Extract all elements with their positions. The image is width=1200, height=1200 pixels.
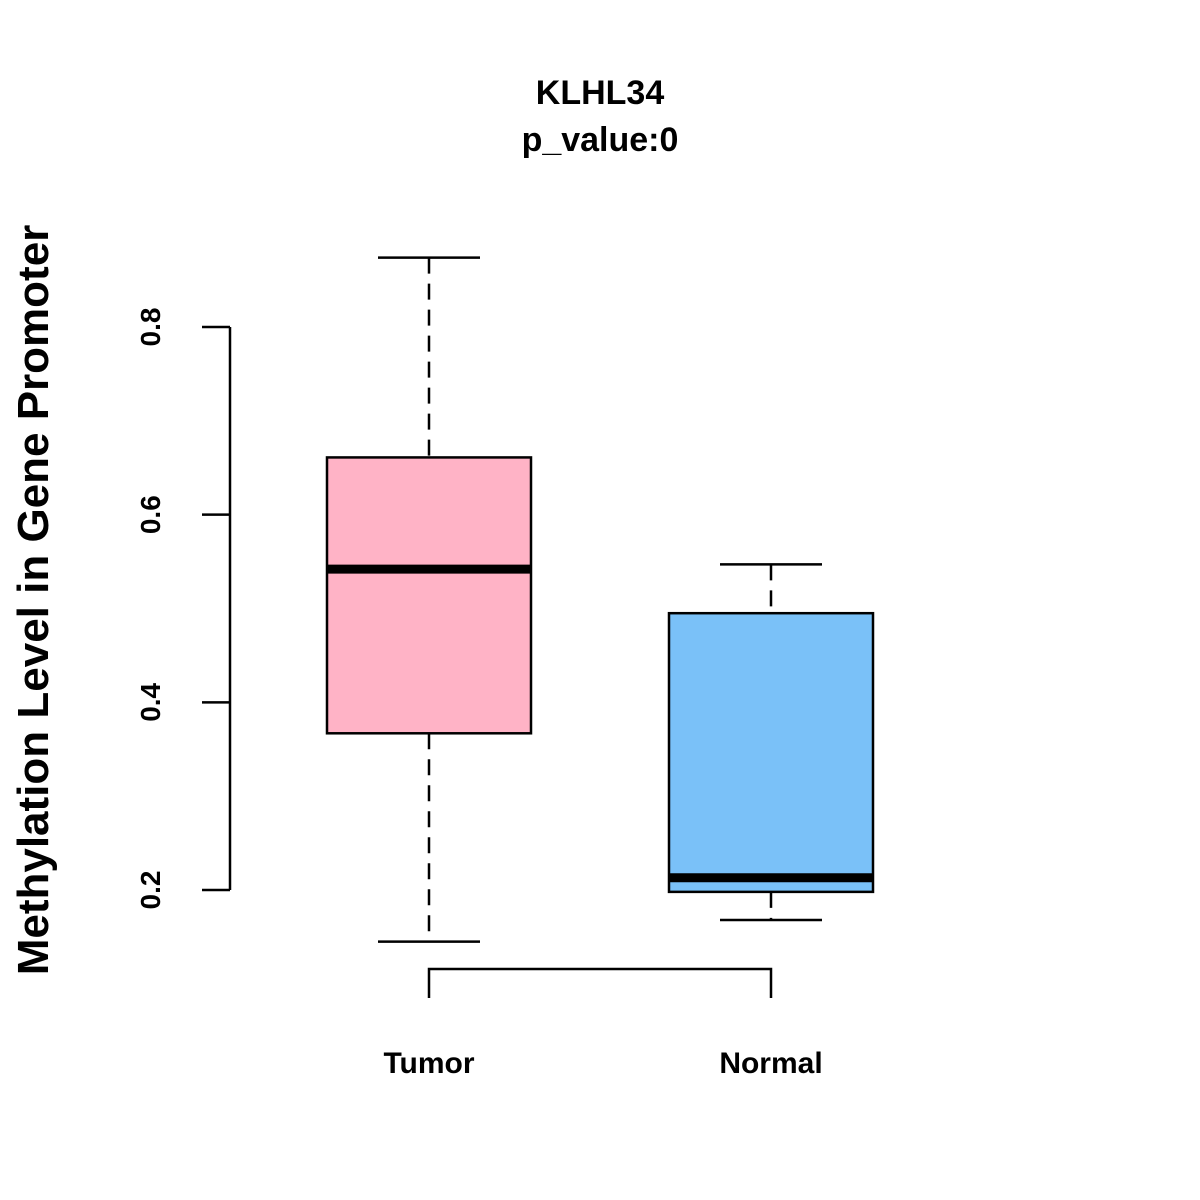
x-tick-label: Normal	[719, 1047, 822, 1080]
plot-background	[0, 0, 1200, 1200]
boxplot-chart: KLHL34 p_value:0 Methylation Level in Ge…	[0, 0, 1200, 1200]
x-tick-label: Tumor	[383, 1047, 474, 1080]
iqr-box	[669, 613, 873, 892]
y-axis-label: Methylation Level in Gene Promoter	[9, 225, 58, 976]
chart-title: KLHL34	[536, 74, 665, 112]
y-tick-label: 0.6	[135, 495, 166, 534]
box-normal	[669, 564, 873, 920]
y-tick-label: 0.4	[135, 682, 166, 721]
iqr-box	[327, 457, 531, 733]
y-tick-label: 0.2	[135, 871, 166, 910]
chart-subtitle: p_value:0	[522, 121, 679, 159]
y-tick-label: 0.8	[135, 308, 166, 347]
